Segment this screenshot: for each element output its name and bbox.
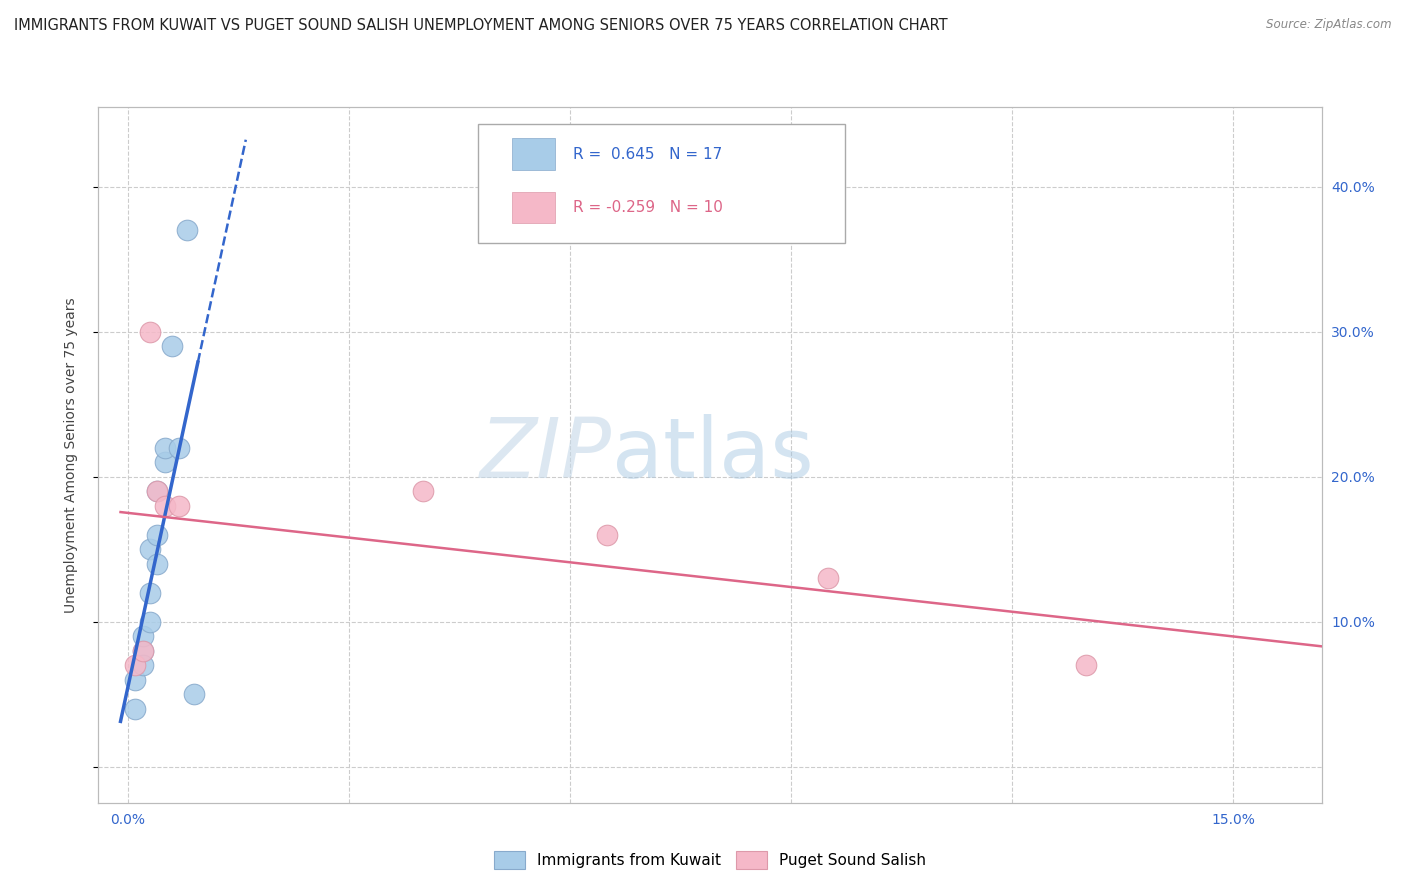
Point bbox=[169, 499, 191, 513]
Point bbox=[412, 484, 434, 499]
FancyBboxPatch shape bbox=[478, 125, 845, 243]
Point bbox=[131, 643, 153, 657]
Text: ZIP: ZIP bbox=[481, 415, 612, 495]
Point bbox=[124, 673, 146, 687]
Legend: Immigrants from Kuwait, Puget Sound Salish: Immigrants from Kuwait, Puget Sound Sali… bbox=[488, 846, 932, 875]
Point bbox=[131, 643, 153, 657]
Point bbox=[596, 527, 619, 541]
Point bbox=[146, 484, 169, 499]
Point bbox=[139, 585, 162, 599]
Point bbox=[160, 339, 183, 353]
Text: Source: ZipAtlas.com: Source: ZipAtlas.com bbox=[1267, 18, 1392, 31]
Point bbox=[1074, 658, 1097, 673]
Point bbox=[131, 658, 153, 673]
Point bbox=[124, 658, 146, 673]
FancyBboxPatch shape bbox=[512, 192, 555, 223]
Point bbox=[153, 499, 176, 513]
Point bbox=[146, 484, 169, 499]
Point bbox=[139, 325, 162, 339]
Y-axis label: Unemployment Among Seniors over 75 years: Unemployment Among Seniors over 75 years bbox=[63, 297, 77, 613]
Point bbox=[817, 571, 839, 585]
Point bbox=[146, 527, 169, 541]
Point bbox=[183, 687, 205, 701]
Point bbox=[153, 455, 176, 469]
Text: atlas: atlas bbox=[612, 415, 814, 495]
Point bbox=[139, 615, 162, 629]
Point bbox=[139, 542, 162, 557]
Text: R = -0.259   N = 10: R = -0.259 N = 10 bbox=[574, 200, 723, 215]
Point bbox=[176, 223, 198, 237]
Point bbox=[124, 701, 146, 715]
FancyBboxPatch shape bbox=[512, 138, 555, 169]
Point bbox=[153, 441, 176, 455]
Point bbox=[169, 441, 191, 455]
Point bbox=[146, 557, 169, 571]
Text: R =  0.645   N = 17: R = 0.645 N = 17 bbox=[574, 146, 723, 161]
Point bbox=[131, 629, 153, 643]
Text: IMMIGRANTS FROM KUWAIT VS PUGET SOUND SALISH UNEMPLOYMENT AMONG SENIORS OVER 75 : IMMIGRANTS FROM KUWAIT VS PUGET SOUND SA… bbox=[14, 18, 948, 33]
